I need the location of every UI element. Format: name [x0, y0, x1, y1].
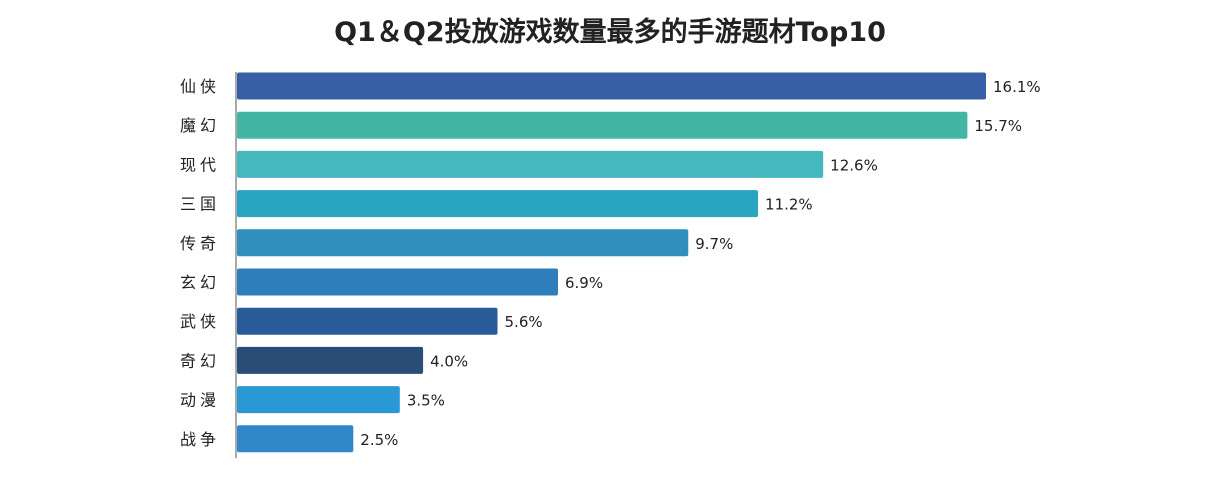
category-label: 仙侠 — [180, 77, 220, 96]
bar — [237, 307, 498, 335]
chart-title: Q1＆Q2投放游戏数量最多的手游题材Top10 — [334, 17, 886, 48]
data-label: 4.0% — [430, 352, 468, 370]
bar — [237, 346, 424, 374]
category-label: 动漫 — [180, 391, 220, 410]
bar — [237, 72, 986, 100]
category-label: 武侠 — [180, 312, 220, 331]
category-label: 战争 — [180, 430, 220, 449]
bar — [237, 268, 558, 296]
category-label: 传奇 — [180, 234, 220, 253]
category-label: 玄幻 — [180, 273, 220, 292]
category-label: 三国 — [180, 195, 220, 214]
category-label: 魔幻 — [180, 116, 220, 135]
bar — [237, 229, 689, 257]
bar — [237, 150, 824, 178]
bar — [237, 425, 354, 453]
data-label: 12.6% — [830, 156, 878, 174]
data-label: 3.5% — [407, 392, 445, 410]
bar — [237, 190, 759, 218]
data-label: 15.7% — [974, 117, 1022, 135]
category-label: 现代 — [180, 155, 220, 174]
category-label: 奇幻 — [180, 351, 220, 370]
data-label: 5.6% — [505, 313, 543, 331]
data-label: 16.1% — [993, 78, 1041, 96]
bar — [237, 111, 968, 139]
data-label: 2.5% — [360, 431, 398, 449]
bar — [237, 386, 400, 414]
data-label: 11.2% — [765, 196, 813, 214]
data-label: 6.9% — [565, 274, 603, 292]
data-label: 9.7% — [695, 235, 733, 253]
